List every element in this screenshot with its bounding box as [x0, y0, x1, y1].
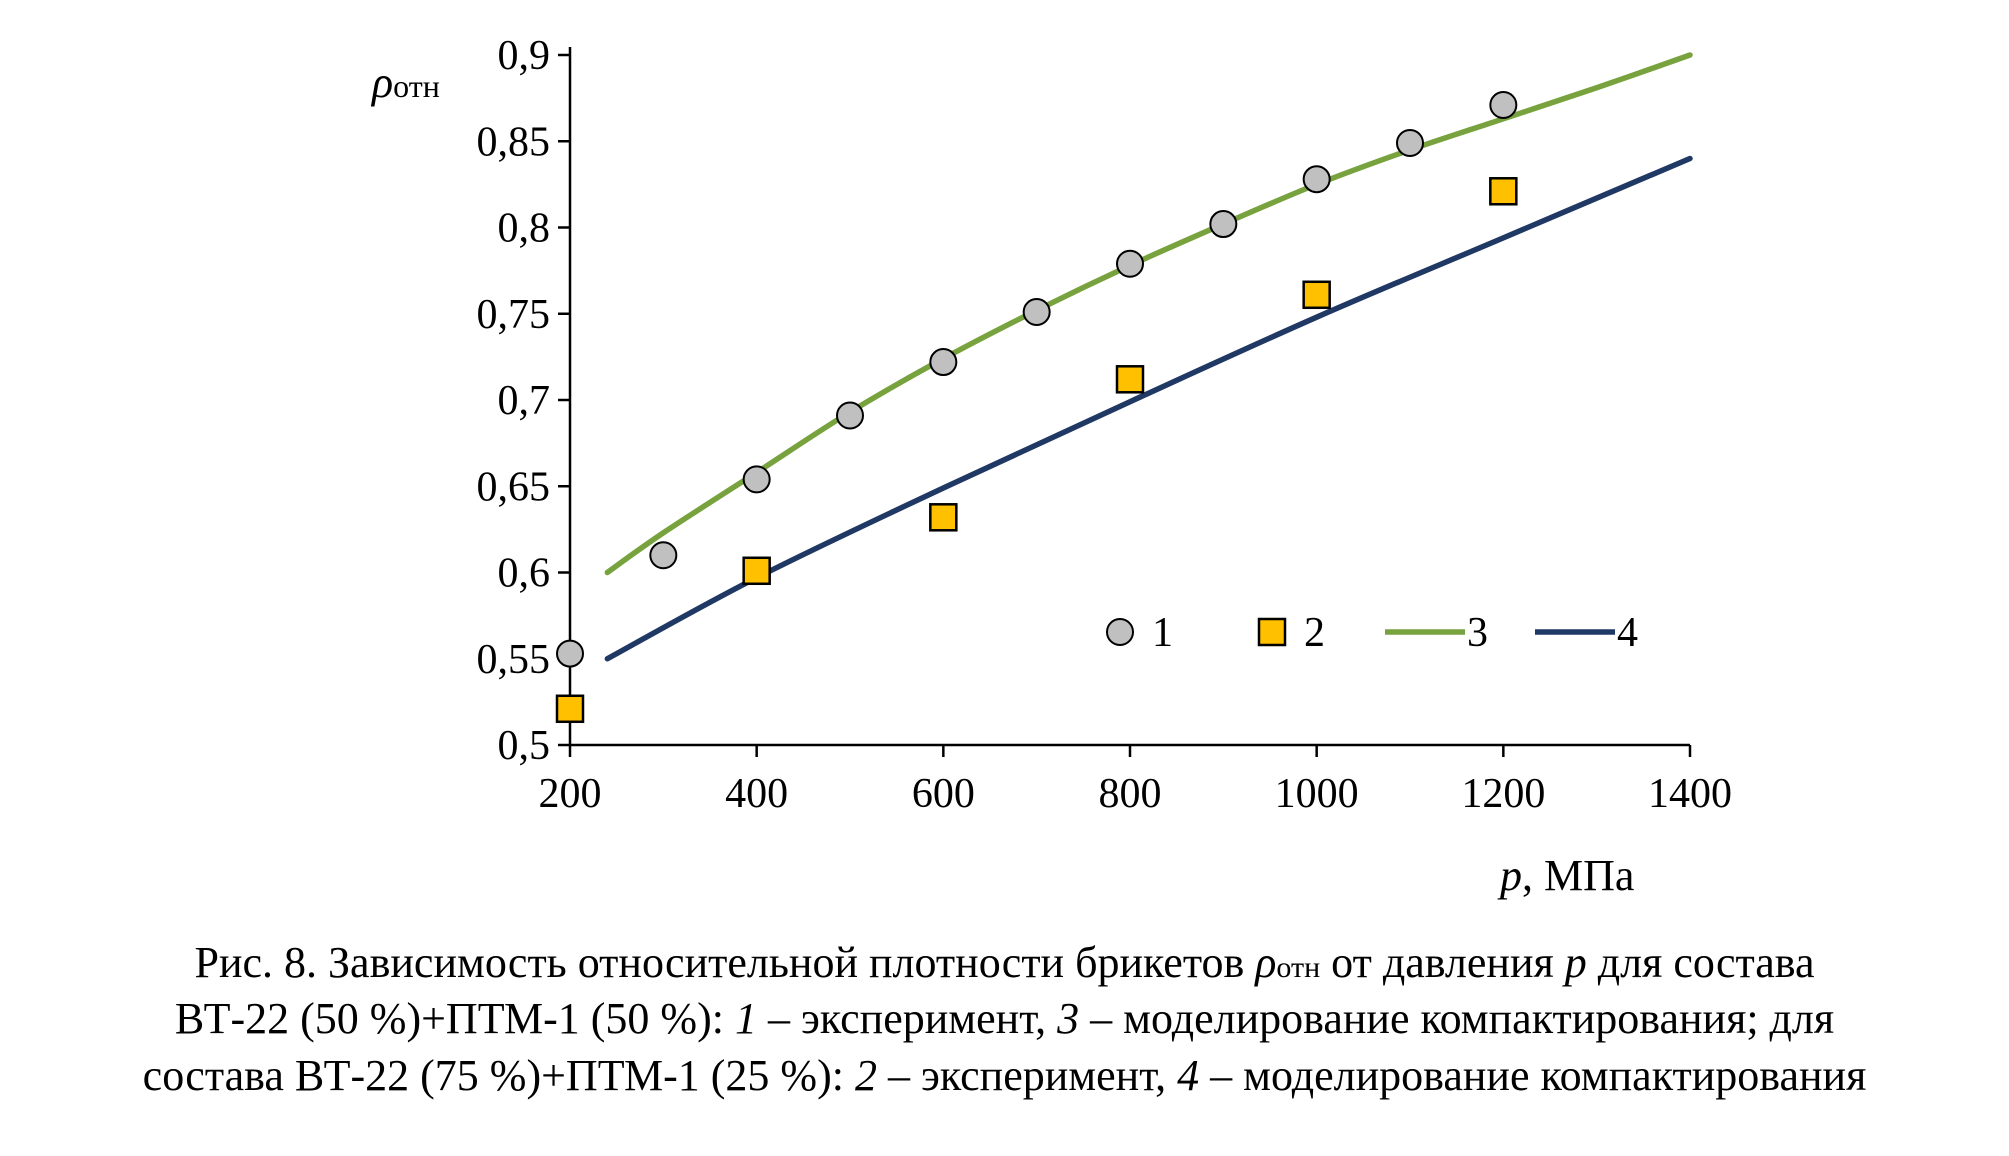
- caption-text: ВТ-22 (50 %)+ПТМ-1 (50 %):: [174, 994, 735, 1044]
- data-point-series-1: [929, 348, 958, 377]
- caption-line-3: состава ВТ-22 (75 %)+ПТМ-1 (25 %): 2 – э…: [0, 1048, 2009, 1104]
- figure-caption: Рис. 8. Зависимость относительной плотно…: [0, 935, 2009, 1104]
- data-point-series-1: [1116, 249, 1144, 278]
- caption-text: – моделирование компактирования: [1199, 1050, 1867, 1100]
- x-tick-label: 600: [912, 771, 975, 817]
- data-point-series-1: [1396, 128, 1424, 157]
- caption-line-1: Рис. 8. Зависимость относительной плотно…: [0, 935, 2009, 991]
- axis-titles: ρотн p, МПа: [370, 58, 1634, 900]
- data-point-series-2: [929, 503, 958, 532]
- series-line-3: [604, 52, 1693, 576]
- data-point-series-1: [649, 541, 678, 570]
- caption-rho: ρ: [1255, 938, 1277, 987]
- legend-label-1: 1: [1152, 610, 1173, 656]
- caption-text: – эксперимент,: [876, 1050, 1178, 1100]
- y-tick-label: 0,9: [498, 33, 551, 79]
- chart-axes: 0,5 0,55 0,6 0,65 0,7 0,75 0,8 0,85 0,9 200 400 600…: [477, 33, 1733, 817]
- y-axis-title: ρотн: [370, 58, 440, 107]
- caption-text: Рис. 8. Зависимость относительной плотно…: [194, 938, 1256, 987]
- chart-legend: 1 2 3 4: [1106, 610, 1638, 656]
- y-axis-sub: отн: [393, 68, 440, 104]
- x-tick-label: 800: [1099, 771, 1162, 817]
- legend-marker-1: [1106, 618, 1134, 646]
- caption-num: 1: [734, 994, 757, 1044]
- y-tick-label: 0,75: [477, 292, 551, 338]
- data-point-series-1: [1209, 210, 1238, 239]
- legend-label-4: 4: [1617, 610, 1638, 656]
- caption-text: состава ВТ-22 (75 %)+ПТМ-1 (25 %):: [142, 1050, 855, 1100]
- caption-num: 2: [854, 1050, 877, 1100]
- y-tick-label: 0,85: [477, 119, 551, 165]
- caption-rho-sub: отн: [1276, 951, 1321, 984]
- y-tick-label: 0,55: [477, 637, 551, 683]
- caption-text: – эксперимент,: [756, 994, 1058, 1044]
- y-tick-label: 0,6: [498, 551, 551, 597]
- data-point-series-1: [1302, 165, 1331, 194]
- x-axis-title: p, МПа: [1497, 851, 1634, 900]
- x-tick-label: 1400: [1648, 771, 1732, 817]
- caption-text: от давления: [1320, 938, 1565, 987]
- caption-text: для состава: [1586, 938, 1815, 987]
- y-tick-label: 0,7: [498, 378, 551, 424]
- legend-marker-2: [1257, 617, 1287, 647]
- legend-label-2: 2: [1304, 610, 1325, 656]
- experiment-points: [555, 91, 1518, 724]
- caption-num: 4: [1177, 1050, 1200, 1100]
- data-point-series-1: [556, 639, 584, 668]
- data-point-series-2: [1302, 280, 1331, 310]
- data-point-series-1: [1489, 91, 1518, 120]
- density-pressure-chart: 0,5 0,55 0,6 0,65 0,7 0,75 0,8 0,85 0,9 200 400 600…: [370, 33, 1733, 900]
- x-axis-unit: , МПа: [1522, 851, 1634, 900]
- data-point-series-2: [1115, 365, 1145, 394]
- caption-p: p: [1564, 938, 1587, 987]
- y-tick-label: 0,5: [498, 723, 551, 769]
- caption-num: 3: [1057, 994, 1080, 1044]
- data-point-series-2: [555, 694, 585, 724]
- y-tick-label: 0,65: [477, 464, 551, 510]
- data-point-series-1: [836, 401, 864, 430]
- data-point-series-2: [1489, 177, 1518, 206]
- legend-label-3: 3: [1467, 610, 1488, 656]
- data-point-series-2: [742, 556, 771, 586]
- y-axis-var: ρ: [370, 58, 393, 107]
- y-tick-label: 0,8: [498, 206, 551, 252]
- x-tick-label: 400: [725, 771, 788, 817]
- x-tick-label: 200: [539, 771, 602, 817]
- caption-line-2: ВТ-22 (50 %)+ПТМ-1 (50 %): 1 – экспериме…: [0, 991, 2009, 1047]
- caption-text: – моделирование компактирования; для: [1079, 994, 1835, 1044]
- x-axis-var: p: [1497, 851, 1522, 900]
- x-tick-label: 1200: [1461, 771, 1545, 817]
- data-point-series-1: [1022, 298, 1051, 327]
- data-point-series-1: [742, 465, 771, 494]
- x-tick-label: 1000: [1275, 771, 1359, 817]
